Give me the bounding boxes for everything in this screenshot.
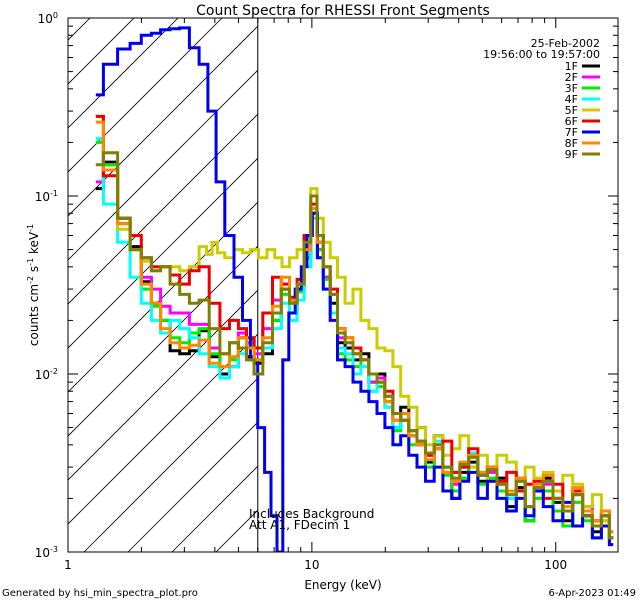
legend-label-1F: 1F: [565, 60, 578, 73]
x-tick-label: 1: [64, 558, 72, 572]
hatch-line: [68, 113, 258, 305]
x-tick-label: 100: [544, 558, 567, 572]
series-line-9F: [95, 151, 614, 540]
y-tick-label: 10-1: [35, 189, 58, 204]
legend-label-4F: 4F: [565, 93, 578, 106]
legend-label-3F: 3F: [565, 82, 578, 95]
hatch-line: [68, 333, 258, 525]
axis-ticks: [67, 17, 618, 553]
hatch-line: [68, 245, 258, 437]
hatch-line: [127, 421, 258, 552]
hatch-line: [68, 25, 258, 217]
legend-label-2F: 2F: [565, 71, 578, 84]
series-line-7F: [95, 26, 614, 552]
annotation-background: Includes Background: [249, 507, 374, 521]
generator-label: Generated by hsi_min_spectra_plot.pro: [2, 588, 198, 599]
x-tick-label: 10: [304, 558, 319, 572]
hatch-line: [68, 18, 135, 85]
time-range-label: 19:56:00 to 19:57:00: [483, 48, 600, 61]
y-axis-label: counts cm-2 s-1 keV-1: [26, 224, 41, 346]
y-tick-label: 100: [38, 11, 58, 26]
date-label: 25-Feb-2002: [531, 37, 600, 50]
series-layer: [95, 26, 614, 552]
hatch-line: [68, 157, 258, 349]
annotation-attenuator: Att A1, FDecim 1: [249, 518, 350, 532]
timestamp-label: 6-Apr-2023 01:49: [549, 588, 636, 599]
y-tick-label: 10-2: [35, 367, 58, 382]
legend-label-7F: 7F: [565, 126, 578, 139]
hatch-line: [68, 18, 223, 173]
plot-frame: [67, 17, 619, 553]
hatch-line: [68, 289, 258, 481]
legend-label-8F: 8F: [565, 137, 578, 150]
y-tick-label: 10-3: [35, 545, 58, 560]
legend-label-6F: 6F: [565, 115, 578, 128]
hatch-line: [68, 69, 258, 261]
legend-label-5F: 5F: [565, 104, 578, 117]
hatch-line: [83, 377, 258, 552]
hatch-line: [68, 18, 179, 129]
chart-title: Count Spectra for RHESSI Front Segments: [196, 3, 490, 19]
tick-labels: 1 10 100 100 10-1 10-2 10-3: [35, 11, 567, 572]
legend-label-9F: 9F: [565, 148, 578, 161]
x-axis-label: Energy (keV): [304, 578, 381, 592]
